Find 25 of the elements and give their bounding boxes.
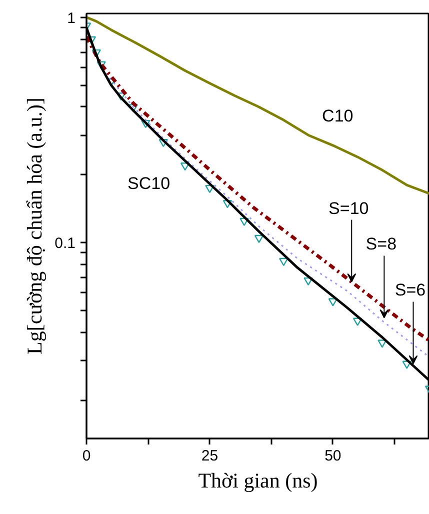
- point: [240, 218, 249, 226]
- point: [352, 318, 362, 326]
- point: [279, 258, 288, 266]
- annotation: S=10: [328, 198, 369, 218]
- x-axis-title: Thời gian (ns): [198, 468, 318, 492]
- point: [254, 234, 264, 244]
- series-label: C10: [322, 106, 354, 126]
- point: [304, 277, 313, 286]
- point: [328, 298, 338, 306]
- x-tick-label: 0: [82, 448, 91, 464]
- y-tick-label: 0.1: [54, 235, 76, 252]
- point: [205, 184, 214, 194]
- line-series: [86, 16, 429, 195]
- point: [222, 200, 232, 208]
- y-axis-title: Lg[cường độ chuẩn hóa (a.u.)]: [22, 98, 47, 354]
- series-label: SC10: [128, 174, 170, 193]
- annotation: S=6: [394, 280, 426, 300]
- x-tick-label: 50: [324, 448, 342, 464]
- x-tick-label: 25: [201, 448, 218, 464]
- point: [378, 340, 387, 348]
- point: [158, 138, 168, 148]
- y-tick-label: 1: [67, 10, 76, 27]
- annotation: S=8: [366, 234, 397, 254]
- point: [402, 360, 412, 369]
- point: [141, 120, 150, 128]
